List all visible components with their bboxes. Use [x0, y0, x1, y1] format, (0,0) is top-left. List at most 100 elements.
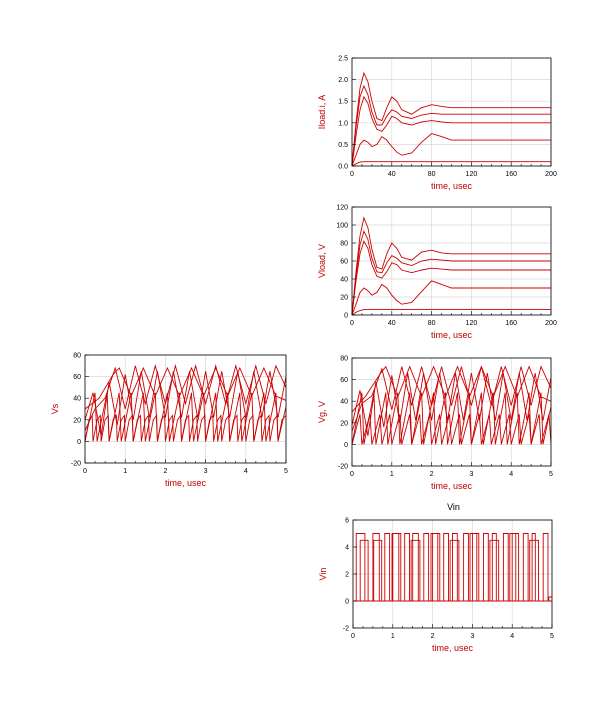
series-line-5: [352, 216, 551, 315]
plot-frame: [351, 57, 552, 167]
x-tick-label: 0: [350, 320, 354, 327]
y-tick-label: 0: [77, 439, 81, 446]
x-axis-label: time, usec: [431, 330, 473, 340]
y-tick-label: 0: [344, 442, 348, 449]
y-tick-label: -20: [338, 464, 348, 471]
x-tick-label: 0: [351, 633, 355, 640]
series-line-1: [85, 414, 286, 442]
series-line-1: [353, 533, 552, 602]
series-line-5: [352, 365, 551, 413]
chart-vload: 0 40 80 120 160 200 0 20 40 60 80 100 120 time, usec V…: [317, 205, 557, 341]
x-axis-label: time, usec: [431, 481, 473, 491]
chart-title: Vin: [447, 502, 460, 512]
y-tick-label: -20: [71, 461, 81, 468]
y-tick-label: -2: [343, 626, 349, 633]
x-tick-label: 2: [430, 471, 434, 478]
x-tick-label: 5: [549, 471, 553, 478]
y-tick-label: 60: [340, 377, 348, 384]
x-tick-label: 0: [83, 468, 87, 475]
series-line-4: [352, 230, 551, 315]
series-line-4: [352, 365, 551, 432]
y-tick-label: 0: [344, 313, 348, 320]
series-line-5: [85, 366, 286, 410]
series-line-2: [352, 133, 551, 166]
y-tick-label: 100: [336, 223, 348, 230]
x-tick-label: 120: [466, 320, 478, 327]
x-tick-label: 1: [391, 633, 395, 640]
x-axis-label: time, usec: [165, 478, 207, 488]
x-tick-label: 3: [470, 633, 474, 640]
x-tick-label: 4: [509, 471, 513, 478]
series-line-4: [85, 364, 286, 431]
y-tick-label: 20: [340, 420, 348, 427]
x-tick-label: 2: [431, 633, 435, 640]
y-axis-label: Iload.i, A: [317, 95, 327, 130]
x-tick-label: 40: [388, 171, 396, 178]
series-line-2: [353, 533, 552, 602]
y-tick-label: 0.0: [338, 164, 348, 171]
x-tick-label: 160: [505, 320, 517, 327]
x-tick-label: 80: [428, 320, 436, 327]
y-tick-label: 60: [340, 259, 348, 266]
y-tick-label: 2.0: [338, 77, 348, 84]
plot-frame: [84, 354, 287, 464]
x-tick-label: 200: [545, 171, 557, 178]
x-tick-label: 80: [428, 171, 436, 178]
x-axis-label: time, usec: [431, 181, 473, 191]
chart-iload: 0 40 80 120 160 200 0.0 0.5 1.0 1.5 2.0 2.5 time, us…: [317, 56, 557, 192]
x-tick-label: 5: [284, 468, 288, 475]
series-line-2: [85, 392, 286, 442]
series-line-2: [352, 280, 551, 315]
y-tick-label: 40: [340, 399, 348, 406]
series-line-1: [352, 414, 551, 445]
series-line-5: [352, 71, 551, 166]
x-tick-label: 200: [545, 320, 557, 327]
x-tick-label: 120: [466, 171, 478, 178]
series-line-3: [352, 95, 551, 166]
x-tick-label: 3: [204, 468, 208, 475]
series-line-3: [353, 533, 552, 602]
y-tick-label: 4: [345, 545, 349, 552]
y-tick-label: 80: [340, 241, 348, 248]
x-axis-label: time, usec: [432, 643, 474, 653]
y-tick-label: 40: [340, 277, 348, 284]
y-tick-label: 80: [340, 356, 348, 363]
y-tick-label: 80: [73, 353, 81, 360]
y-axis-label: Vg, V: [317, 401, 327, 423]
y-tick-label: 1.0: [338, 120, 348, 127]
y-tick-label: 0.5: [338, 142, 348, 149]
y-axis-label: Vin: [318, 568, 328, 581]
series-line-1: [352, 309, 551, 315]
x-tick-label: 0: [350, 171, 354, 178]
x-tick-label: 0: [350, 471, 354, 478]
x-tick-label: 4: [244, 468, 248, 475]
y-tick-label: 20: [340, 295, 348, 302]
x-tick-label: 2: [163, 468, 167, 475]
x-tick-label: 1: [123, 468, 127, 475]
y-tick-label: 6: [345, 518, 349, 525]
y-tick-label: 0: [345, 599, 349, 606]
x-tick-label: 160: [505, 171, 517, 178]
y-tick-label: 60: [73, 374, 81, 381]
y-tick-label: 2: [345, 572, 349, 579]
x-tick-label: 40: [388, 320, 396, 327]
y-tick-label: 40: [73, 396, 81, 403]
y-axis-label: Vs: [50, 403, 60, 414]
y-tick-label: 20: [73, 417, 81, 424]
y-tick-label: 120: [336, 205, 348, 212]
y-tick-label: 1.5: [338, 99, 348, 106]
x-tick-label: 5: [550, 633, 554, 640]
x-tick-label: 3: [469, 471, 473, 478]
series-line-1: [352, 161, 551, 166]
y-tick-label: 2.5: [338, 56, 348, 63]
x-tick-label: 1: [390, 471, 394, 478]
x-tick-label: 4: [510, 633, 514, 640]
series-line-2: [352, 392, 551, 445]
y-axis-label: Vload, V: [317, 244, 327, 278]
series-line-3: [352, 240, 551, 315]
series-line-4: [352, 84, 551, 166]
